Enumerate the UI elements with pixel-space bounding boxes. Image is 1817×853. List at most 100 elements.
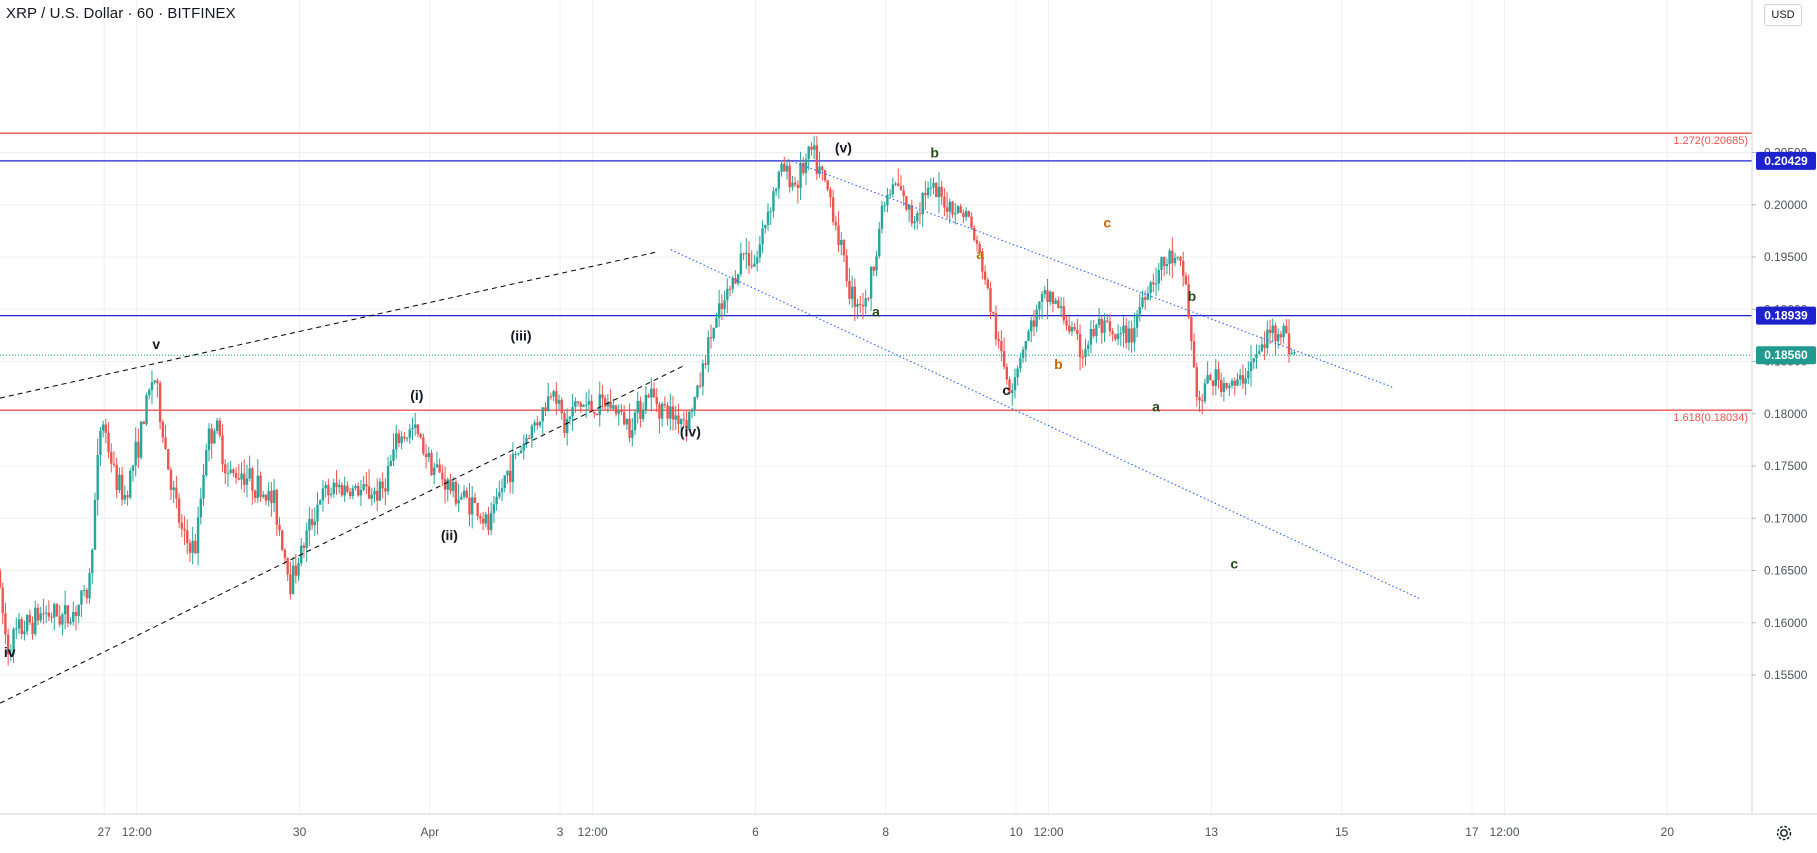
candle-body — [595, 413, 599, 415]
candle-body — [764, 224, 767, 229]
candle-body — [4, 613, 7, 635]
candle-body — [324, 485, 327, 489]
candle-body — [671, 406, 675, 420]
candle-body — [1130, 328, 1133, 343]
candle-body — [503, 475, 506, 489]
candle-body — [530, 425, 534, 439]
candle-body — [937, 186, 941, 198]
candle-body — [897, 183, 900, 187]
candle-body — [905, 196, 908, 210]
candle-body — [1000, 341, 1003, 352]
candle-body — [267, 490, 270, 501]
candle-body — [275, 490, 279, 525]
time-axis-bg — [0, 814, 1817, 848]
candle-body — [245, 478, 249, 485]
candle-body — [688, 411, 691, 430]
candle-body — [310, 518, 314, 526]
candle-body — [205, 450, 208, 476]
candle-body — [137, 441, 140, 458]
candle-body — [378, 481, 382, 501]
candle-body — [766, 211, 770, 225]
candle-body — [1125, 325, 1128, 343]
candle-body — [74, 612, 78, 616]
candle-body — [0, 570, 2, 588]
candle-body — [1228, 385, 1231, 388]
candle-body — [1078, 334, 1082, 358]
candle-body — [1114, 334, 1117, 340]
time-tick-label: 6 — [752, 825, 759, 839]
candle-body — [1293, 351, 1296, 354]
candle-body — [981, 251, 984, 272]
candle-body — [1290, 353, 1293, 355]
candle-body — [47, 612, 51, 617]
candle-body — [253, 490, 257, 498]
candle-body — [39, 613, 42, 621]
candle-body — [935, 182, 938, 198]
candle-body — [1081, 357, 1084, 359]
candle-body — [1059, 306, 1063, 309]
candle-body — [685, 420, 688, 430]
candle-body — [899, 186, 903, 191]
candle-body — [506, 470, 509, 476]
time-tick-label: 30 — [293, 825, 307, 839]
candle-body — [414, 424, 417, 428]
candle-body — [1049, 291, 1052, 302]
candle-body — [647, 395, 650, 398]
candle-body — [53, 604, 56, 618]
candle-body — [36, 607, 40, 621]
currency-button[interactable]: USD — [1764, 4, 1802, 26]
candle-body — [533, 422, 536, 426]
candle-body — [338, 485, 341, 488]
candle-body — [123, 495, 127, 500]
level-price-label: 0.20429 — [1764, 154, 1808, 168]
candle-body — [433, 467, 436, 476]
candle-body — [1274, 325, 1277, 342]
candle-body — [679, 419, 683, 425]
wave-label: a — [1152, 399, 1160, 415]
candle-body — [1133, 327, 1136, 343]
candle-body — [169, 469, 173, 490]
candle-body — [164, 437, 167, 450]
candle-body — [72, 612, 75, 622]
candle-body — [1092, 328, 1095, 337]
candle-body — [403, 436, 406, 439]
candle-body — [951, 201, 954, 215]
candle-body — [1195, 367, 1198, 398]
candle-body — [682, 419, 686, 421]
time-tick-label: 3 — [557, 825, 564, 839]
wave-label: (ii) — [441, 527, 458, 543]
candle-body — [859, 303, 862, 305]
candle-body — [717, 303, 721, 318]
candle-body — [655, 397, 658, 405]
candle-body — [622, 411, 626, 425]
candle-body — [924, 193, 927, 196]
gear-icon[interactable] — [1772, 821, 1796, 845]
candle-body — [525, 437, 528, 444]
trend-line-dashed — [0, 251, 658, 399]
candle-body — [1038, 301, 1041, 310]
candle-body — [970, 216, 973, 228]
candle-body — [367, 486, 371, 499]
candle-body — [348, 491, 352, 497]
candle-body — [902, 190, 905, 197]
candle-body — [753, 263, 756, 267]
candle-body — [954, 212, 957, 215]
candle-body — [489, 513, 493, 531]
candle-body — [175, 487, 178, 499]
candle-body — [1230, 380, 1234, 386]
candle-body — [576, 401, 580, 403]
candle-body — [156, 380, 159, 384]
candle-body — [381, 481, 384, 489]
candle-body — [1089, 328, 1093, 345]
candle-body — [536, 422, 539, 426]
candle-body — [1005, 366, 1009, 380]
price-tick-label: 0.19500 — [1764, 250, 1808, 264]
candle-body — [644, 395, 648, 410]
wave-label: c — [1230, 555, 1238, 571]
time-tick-label: 13 — [1205, 825, 1219, 839]
horizontal-levels: 0.20429 0.18939 1.272(0.20685) 1.618(0.1803… — [0, 132, 1816, 424]
candle-body — [593, 411, 596, 414]
candle-body — [527, 437, 531, 439]
